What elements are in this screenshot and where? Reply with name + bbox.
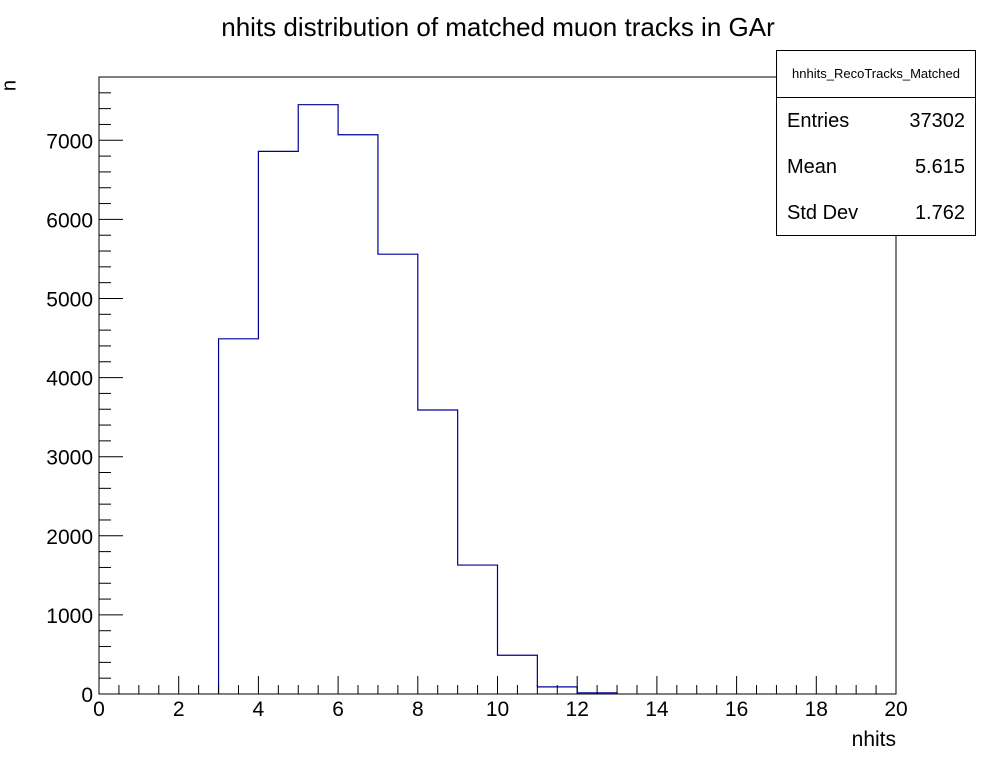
- histogram-bin: [298, 105, 338, 694]
- y-tick-label: 3000: [46, 447, 93, 470]
- y-tick-label: 6000: [46, 209, 93, 232]
- x-tick-label: 8: [412, 698, 424, 721]
- y-tick-label: 0: [81, 684, 93, 707]
- stats-row-mean: Mean 5.615: [777, 144, 975, 190]
- axis-ticks: 0 2 4 6 8 10 12 14 16 18 20 0 1000 2000 3000 4000 5000 60…: [46, 76, 908, 721]
- y-tick-label: 7000: [46, 130, 93, 153]
- y-tick-label: 5000: [46, 288, 93, 311]
- x-tick-label: 4: [253, 698, 265, 721]
- stats-row-entries: Entries 37302: [777, 98, 975, 144]
- x-tick-label: 2: [173, 698, 185, 721]
- x-tick-label: 20: [884, 698, 907, 721]
- histogram-bin: [418, 410, 458, 694]
- stats-box: hnhits_RecoTracks_Matched Entries 37302 …: [776, 50, 976, 236]
- stats-label: Mean: [787, 156, 838, 178]
- histogram-bin: [378, 254, 418, 694]
- y-tick-label: 2000: [46, 526, 93, 549]
- x-tick-label: 18: [805, 698, 828, 721]
- x-tick-label: 0: [93, 698, 105, 721]
- x-tick-label: 6: [332, 698, 344, 721]
- stats-value: 5.615: [914, 156, 965, 178]
- stats-value: 1.762: [914, 202, 965, 224]
- stats-histogram-name: hnhits_RecoTracks_Matched: [777, 51, 975, 98]
- chart-title: nhits distribution of matched muon track…: [221, 12, 775, 42]
- histogram-bin: [458, 565, 498, 694]
- stats-value: 37302: [909, 110, 965, 132]
- histogram-bin: [219, 339, 259, 694]
- histogram-bin: [258, 151, 298, 694]
- y-tick-label: 1000: [46, 605, 93, 628]
- x-tick-label: 10: [486, 698, 509, 721]
- y-axis-label: n: [0, 79, 21, 92]
- y-tick-label: 4000: [46, 368, 93, 391]
- x-tick-label: 12: [566, 698, 589, 721]
- stats-label: Std Dev: [787, 202, 859, 224]
- x-tick-label: 14: [645, 698, 669, 721]
- x-tick-label: 16: [725, 698, 748, 721]
- stats-label: Entries: [787, 110, 850, 132]
- histogram-bin: [338, 135, 378, 694]
- x-axis-label: nhits: [851, 728, 896, 751]
- stats-row-std-dev: Std Dev 1.762: [777, 190, 975, 236]
- histogram-series: [217, 104, 618, 694]
